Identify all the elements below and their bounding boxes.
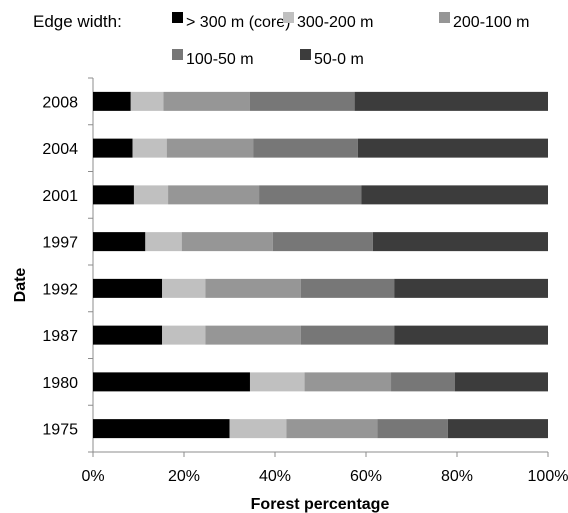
x-tick-label-60-pct: 60% bbox=[350, 468, 382, 485]
legend-swatch-300-200-m bbox=[283, 12, 294, 23]
bar-1997-300-m-core bbox=[93, 232, 146, 252]
bar-1987-300-m-core bbox=[93, 325, 163, 345]
y-tick-label-1987: 1987 bbox=[42, 328, 78, 345]
x-tick-label-80-pct: 80% bbox=[441, 468, 473, 485]
bar-1997-50-0-m bbox=[372, 232, 548, 252]
y-tick-label-1997: 1997 bbox=[42, 235, 78, 252]
bar-2008-300-200-m bbox=[130, 91, 164, 111]
bar-1997-100-50-m bbox=[272, 232, 373, 252]
bar-2001-200-100-m bbox=[168, 185, 260, 205]
legend-title: Edge width: bbox=[33, 12, 122, 31]
bar-2001-50-0-m bbox=[361, 185, 548, 205]
axes bbox=[88, 77, 549, 457]
bar-1997-300-200-m bbox=[145, 232, 182, 252]
bar-1992-200-100-m bbox=[205, 278, 301, 298]
y-tick-label-2004: 2004 bbox=[42, 141, 78, 158]
bar-1975-50-0-m bbox=[447, 419, 548, 439]
bar-2008-200-100-m bbox=[163, 91, 250, 111]
bar-2001-300-m-core bbox=[93, 185, 134, 205]
x-tick-label-0-pct: 0% bbox=[81, 468, 104, 485]
bar-1975-300-m-core bbox=[93, 419, 230, 439]
bar-1975-100-50-m bbox=[377, 419, 448, 439]
bar-2004-300-200-m bbox=[132, 138, 167, 158]
bar-1987-50-0-m bbox=[394, 325, 548, 345]
y-axis-label: Date bbox=[12, 268, 29, 303]
x-tick-label-40-pct: 40% bbox=[259, 468, 291, 485]
legend-label-300-m-core: > 300 m (core) bbox=[186, 14, 290, 31]
bar-1980-300-200-m bbox=[249, 372, 305, 392]
legend-label-100-50-m: 100-50 m bbox=[186, 51, 254, 68]
bar-2001-300-200-m bbox=[133, 185, 169, 205]
bar-1980-50-0-m bbox=[454, 372, 548, 392]
bar-1997-200-100-m bbox=[181, 232, 273, 252]
legend: Edge width: > 300 m (core) 300-200 m 200-1… bbox=[33, 12, 530, 68]
bar-1992-300-200-m bbox=[162, 278, 206, 298]
bar-2004-100-50-m bbox=[253, 138, 358, 158]
y-tick-label-1975: 1975 bbox=[42, 422, 78, 439]
x-tick-labels: 0% 20% 40% 60% 80% 100% bbox=[81, 468, 568, 485]
bar-1992-100-50-m bbox=[300, 278, 395, 298]
x-axis-label: Forest percentage bbox=[251, 496, 390, 513]
bar-1992-300-m-core bbox=[93, 278, 163, 298]
legend-swatch-50-0-m bbox=[300, 49, 311, 60]
bar-1980-100-50-m bbox=[391, 372, 455, 392]
legend-swatch-200-100-m bbox=[439, 12, 450, 23]
y-tick-label-2008: 2008 bbox=[42, 94, 78, 111]
bar-2008-100-50-m bbox=[249, 91, 355, 111]
legend-label-200-100-m: 200-100 m bbox=[453, 14, 530, 31]
bar-1975-300-200-m bbox=[229, 419, 287, 439]
bar-1980-200-100-m bbox=[304, 372, 392, 392]
bars bbox=[93, 91, 548, 439]
legend-swatch-300-m-core bbox=[172, 12, 183, 23]
bar-2004-300-m-core bbox=[93, 138, 133, 158]
bar-2004-50-0-m bbox=[357, 138, 548, 158]
legend-label-300-200-m: 300-200 m bbox=[297, 14, 374, 31]
x-tick-label-20-pct: 20% bbox=[168, 468, 200, 485]
bar-1980-300-m-core bbox=[93, 372, 250, 392]
legend-label-50-0-m: 50-0 m bbox=[314, 51, 364, 68]
bar-2001-100-50-m bbox=[259, 185, 362, 205]
bar-1987-100-50-m bbox=[300, 325, 395, 345]
bar-1987-200-100-m bbox=[205, 325, 301, 345]
bar-1987-300-200-m bbox=[162, 325, 206, 345]
y-tick-label-1992: 1992 bbox=[42, 281, 78, 298]
y-tick-labels: 2008 2004 2001 1997 1992 1987 1980 1975 bbox=[42, 94, 78, 438]
bar-1975-200-100-m bbox=[286, 419, 378, 439]
bar-2008-50-0-m bbox=[354, 91, 548, 111]
y-tick-label-2001: 2001 bbox=[42, 188, 78, 205]
legend-swatch-100-50-m bbox=[172, 49, 183, 60]
bar-1992-50-0-m bbox=[394, 278, 548, 298]
x-tick-label-100-pct: 100% bbox=[528, 468, 568, 485]
bar-2008-300-m-core bbox=[93, 91, 131, 111]
y-tick-label-1980: 1980 bbox=[42, 375, 78, 392]
bar-2004-200-100-m bbox=[166, 138, 254, 158]
